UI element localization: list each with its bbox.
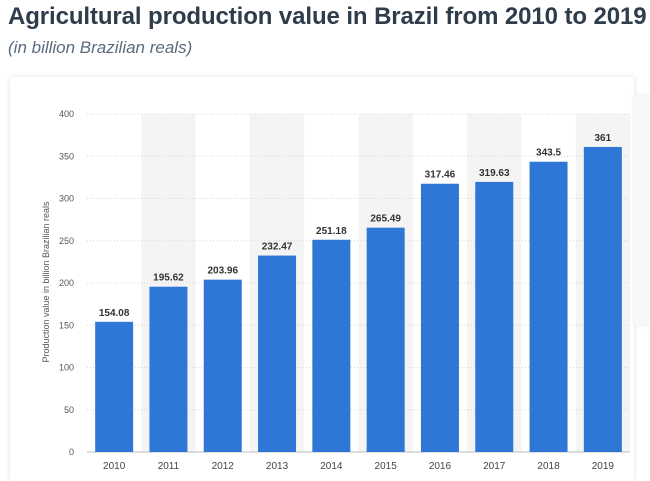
y-tick-label: 0 [69,447,74,457]
bar [420,183,459,452]
bar [149,286,188,452]
y-tick-label: 300 [59,194,74,204]
data-label: 343.5 [536,148,561,159]
x-tick-label: 2018 [537,461,560,472]
data-label: 232.47 [262,242,293,253]
y-tick-label: 350 [59,151,74,161]
data-label: 265.49 [370,214,401,225]
x-tick-label: 2015 [375,461,398,472]
data-label: 317.46 [425,170,456,181]
bar [312,239,351,452]
x-tick-label: 2012 [212,461,235,472]
y-tick-label: 250 [59,236,74,246]
bar [583,146,622,452]
data-label: 195.62 [153,273,184,284]
data-label: 361 [595,133,612,144]
bar [95,321,134,452]
bar [203,279,242,452]
chart-subtitle: (in billion Brazilian reals) [8,38,193,57]
data-label: 203.96 [207,266,238,277]
y-tick-label: 400 [59,109,74,119]
y-axis-label: Production value in billion Brazilian re… [41,201,51,363]
x-tick-label: 2014 [320,461,343,472]
y-tick-label: 100 [59,363,74,373]
bar [475,181,514,452]
x-tick-label: 2017 [483,461,506,472]
chart-title: Agricultural production value in Brazil … [8,3,647,30]
x-tick-label: 2010 [103,461,126,472]
y-tick-label: 200 [59,278,74,288]
data-label: 319.63 [479,168,510,179]
data-label: 154.08 [99,308,130,319]
bar [366,227,405,452]
side-toolbar [634,95,650,325]
y-tick-label: 50 [64,405,74,415]
x-tick-label: 2013 [266,461,289,472]
data-label: 251.18 [316,226,347,237]
bar [529,161,568,452]
x-tick-label: 2011 [158,461,180,472]
bar [258,255,297,452]
y-tick-label: 150 [59,320,74,330]
x-tick-label: 2016 [429,461,452,472]
x-tick-label: 2019 [592,461,615,472]
